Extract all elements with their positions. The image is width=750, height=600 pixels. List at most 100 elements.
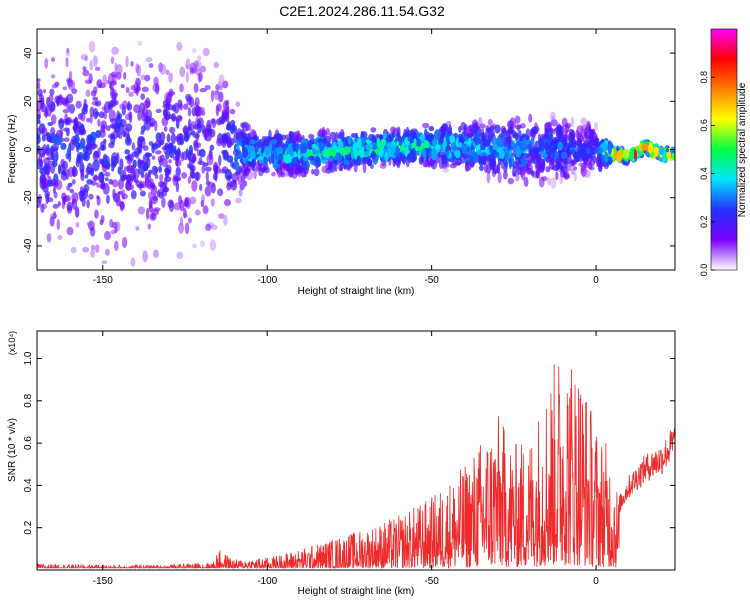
spectrogram-cell bbox=[368, 133, 375, 141]
spectrogram-cell bbox=[418, 155, 423, 165]
spectrogram-cell bbox=[356, 155, 361, 167]
spectrogram-cell bbox=[49, 216, 55, 227]
spectrogram-cell bbox=[74, 138, 78, 143]
spectrogram-cell bbox=[235, 101, 241, 107]
spectrogram-cell bbox=[386, 142, 392, 150]
spectrogram-cell bbox=[51, 74, 56, 79]
spectrogram-cell bbox=[384, 151, 389, 162]
spectrogram-cell bbox=[109, 83, 113, 89]
spectrogram-cell bbox=[234, 161, 240, 171]
spectrogram-cell bbox=[235, 128, 243, 141]
spectrogram-cell bbox=[545, 166, 551, 173]
spectrogram-cell bbox=[469, 155, 474, 163]
spectrogram-cell bbox=[111, 179, 119, 188]
spectrogram-cell bbox=[389, 133, 394, 142]
spectrogram-cell bbox=[157, 140, 162, 148]
spectrogram-cell bbox=[185, 222, 190, 235]
spectrogram-cell bbox=[110, 56, 115, 65]
spectrogram-cell bbox=[503, 170, 508, 180]
spectrogram-cell bbox=[250, 139, 256, 145]
spectrogram-cell bbox=[339, 162, 344, 172]
spectrogram-cell bbox=[188, 160, 194, 170]
spectrogram-cell bbox=[238, 189, 243, 197]
spectrogram-cell bbox=[154, 150, 162, 155]
spectrogram-cell bbox=[479, 165, 484, 171]
spectrogram-cell bbox=[97, 118, 101, 127]
spectrogram-cell bbox=[487, 133, 493, 142]
spectrogram-cell bbox=[371, 150, 376, 160]
spectrogram-cell bbox=[141, 86, 149, 93]
spectrogram-cell bbox=[110, 162, 116, 169]
spectrogram-cell bbox=[256, 140, 262, 148]
spectrogram-cell bbox=[138, 137, 146, 149]
spectrogram-cell bbox=[175, 181, 179, 193]
spectrogram-cell bbox=[538, 137, 543, 146]
spectrogram-cell bbox=[290, 171, 298, 179]
spectrogram-cell bbox=[123, 72, 127, 80]
spectrogram-cell bbox=[213, 61, 219, 68]
spectrogram-cell bbox=[260, 142, 265, 155]
spectrogram-cell bbox=[62, 109, 69, 114]
spectrogram-cell bbox=[150, 121, 154, 128]
spectrogram-cell bbox=[512, 165, 517, 177]
spectrogram-cell bbox=[37, 119, 41, 125]
spectrogram-cell bbox=[541, 176, 548, 182]
spectrogram-cell bbox=[115, 63, 123, 75]
spectrogram-cell bbox=[114, 115, 123, 128]
spectrogram-cell bbox=[473, 137, 479, 143]
spectrogram-cell bbox=[47, 164, 51, 170]
spectrogram-cell bbox=[57, 201, 61, 207]
spectrogram-cell bbox=[133, 88, 139, 94]
spectrogram-cell bbox=[489, 159, 496, 171]
spectrogram-cell bbox=[442, 167, 450, 173]
spectrogram-cell bbox=[43, 110, 48, 117]
spectrogram-cell bbox=[92, 143, 98, 149]
spectrogram-cell bbox=[79, 196, 83, 202]
spectrogram-cell bbox=[125, 180, 132, 192]
spectrogram-cell bbox=[204, 85, 211, 90]
spectrogram-cell bbox=[313, 156, 321, 166]
spectrogram-cell bbox=[219, 85, 223, 91]
spectrogram-cell bbox=[69, 188, 75, 194]
spectrogram-cell bbox=[38, 93, 43, 104]
spectrogram-cell bbox=[133, 104, 141, 114]
spectrogram-cell bbox=[407, 135, 413, 142]
spectrogram-cell bbox=[297, 149, 301, 160]
spectrogram-cell bbox=[575, 151, 581, 163]
spectrogram-cell bbox=[81, 128, 87, 135]
spectrogram-cell bbox=[128, 91, 134, 97]
spectrogram-cell bbox=[165, 167, 170, 178]
spectrogram-cell bbox=[147, 174, 152, 183]
spectrogram-heatmap bbox=[37, 40, 675, 268]
spectrogram-cell bbox=[259, 167, 266, 173]
spectrogram-cell bbox=[427, 160, 432, 168]
spectrogram-cell bbox=[278, 169, 283, 176]
spectrogram-cell bbox=[66, 128, 70, 137]
spectrogram-cell bbox=[362, 161, 367, 174]
spectrogram-cell bbox=[110, 87, 115, 99]
spectrogram-panel: -150 -100 -50 0 -40 -20 0 20 40 Height of strai… bbox=[7, 28, 676, 297]
spectrogram-cell bbox=[324, 135, 332, 144]
spectrogram-cell bbox=[84, 174, 89, 179]
spectrogram-cell bbox=[528, 113, 533, 123]
spectrogram-cell bbox=[487, 119, 493, 126]
spectrogram-cell bbox=[478, 116, 483, 128]
spectrogram-cell bbox=[89, 114, 93, 124]
spectrogram-cell bbox=[210, 198, 215, 207]
spectrogram-cell bbox=[51, 147, 59, 152]
spectrogram-cell bbox=[64, 113, 68, 124]
spectrogram-cell bbox=[496, 137, 503, 146]
spectrogram-cell bbox=[224, 169, 233, 181]
spectrogram-cell bbox=[137, 110, 142, 121]
spectrogram-cell bbox=[284, 154, 290, 164]
spectrogram-cell bbox=[53, 191, 58, 199]
spectrogram-cell bbox=[241, 132, 248, 139]
spectrogram-cell bbox=[442, 141, 447, 151]
colorbar-tick-label: 0.4 bbox=[699, 167, 709, 180]
spectrogram-cell bbox=[189, 97, 195, 108]
spectrogram-cell bbox=[438, 157, 445, 170]
spectrogram-cell bbox=[65, 57, 69, 68]
colorbar-tick-label: 0.8 bbox=[699, 71, 709, 84]
spectrogram-cell bbox=[329, 131, 337, 140]
spectrogram-cell bbox=[179, 216, 184, 226]
